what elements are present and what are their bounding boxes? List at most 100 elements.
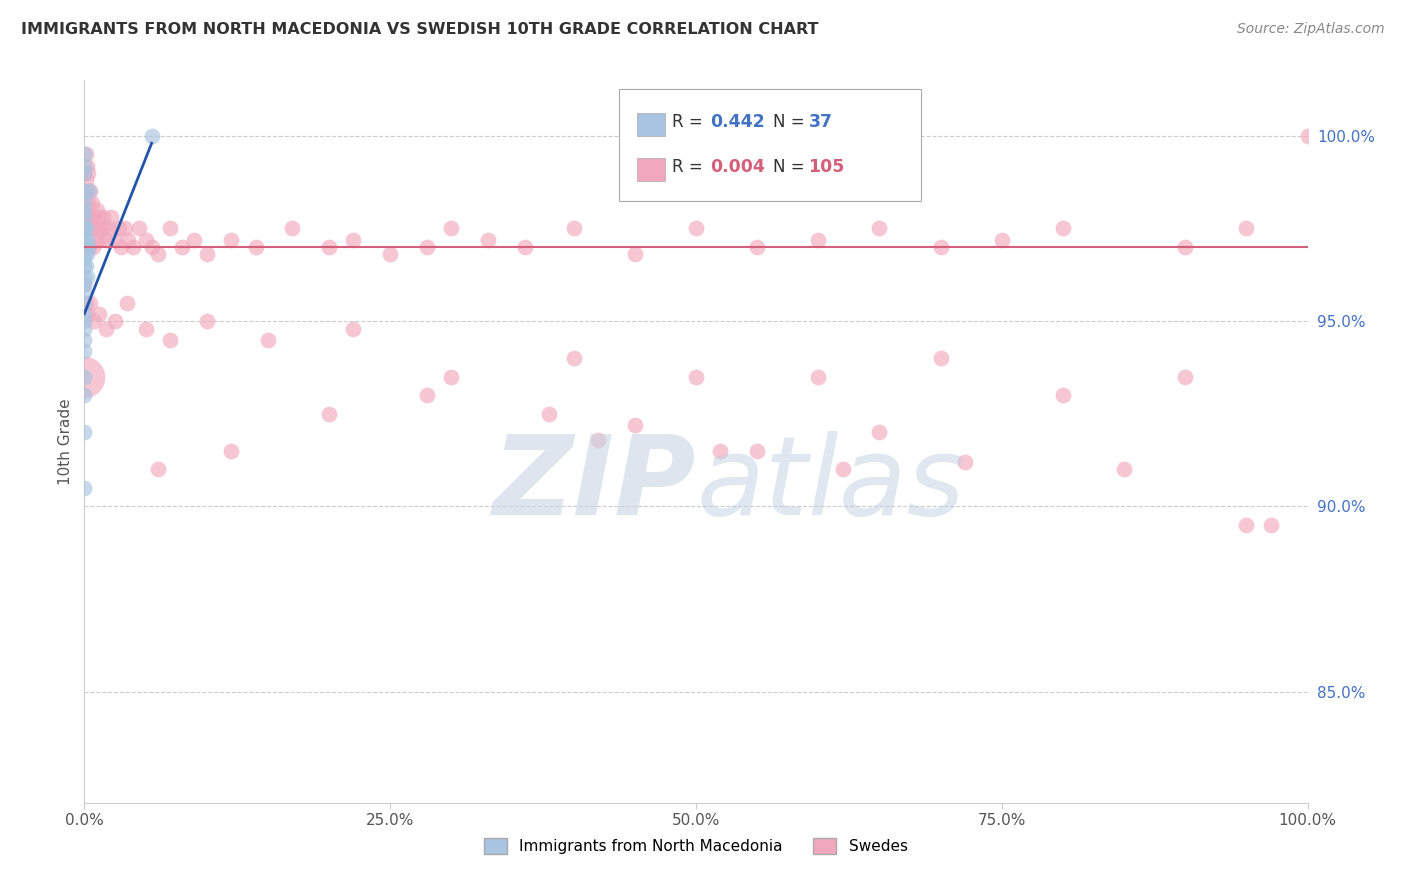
Text: IMMIGRANTS FROM NORTH MACEDONIA VS SWEDISH 10TH GRADE CORRELATION CHART: IMMIGRANTS FROM NORTH MACEDONIA VS SWEDI… (21, 22, 818, 37)
Point (77, 166, 100, 180)
Point (107, 221, 129, 235)
Point (586, 433, 609, 447)
Text: ZIP: ZIP (492, 432, 696, 539)
Point (76, 307, 98, 321)
Point (76, 185, 98, 199)
Point (747, 240, 769, 254)
Point (87, 211, 110, 225)
Point (79, 185, 101, 199)
Text: 105: 105 (808, 158, 845, 176)
Point (141, 240, 163, 254)
Point (73, 481, 96, 495)
Point (77, 240, 100, 254)
Point (1114, 462, 1136, 476)
Point (73, 369, 96, 384)
Point (991, 233, 1014, 247)
Point (73, 185, 96, 199)
Text: R =: R = (672, 113, 709, 131)
Point (77, 195, 100, 210)
Point (77, 240, 100, 254)
Text: R =: R = (672, 158, 709, 176)
Point (159, 221, 181, 235)
Text: Source: ZipAtlas.com: Source: ZipAtlas.com (1237, 22, 1385, 37)
Point (380, 247, 402, 261)
Point (75, 295, 97, 310)
Point (1236, 517, 1258, 532)
Point (195, 314, 218, 328)
Point (76, 159, 98, 173)
Point (73, 221, 96, 235)
Point (135, 233, 157, 247)
Point (73, 285, 96, 299)
Point (110, 240, 132, 254)
Point (172, 240, 194, 254)
Point (1236, 221, 1258, 235)
Point (73, 228, 96, 243)
Point (146, 247, 169, 261)
Point (104, 233, 127, 247)
Point (73, 233, 96, 247)
Point (807, 369, 830, 384)
Point (84, 221, 107, 235)
Y-axis label: 10th Grade: 10th Grade (58, 398, 73, 485)
Point (513, 240, 536, 254)
Point (90, 221, 112, 235)
Point (416, 388, 439, 402)
Point (1052, 388, 1074, 402)
Point (73, 333, 96, 347)
Point (440, 221, 463, 235)
Point (93, 221, 115, 235)
Point (75, 221, 97, 235)
Point (953, 455, 976, 469)
Text: 37: 37 (808, 113, 832, 131)
Point (73, 369, 96, 384)
Point (104, 314, 127, 328)
Point (141, 128, 163, 143)
Point (685, 369, 707, 384)
Point (342, 321, 364, 335)
Point (281, 221, 304, 235)
Point (75, 240, 97, 254)
Point (75, 202, 97, 217)
Point (146, 462, 169, 476)
Point (831, 462, 853, 476)
Point (477, 233, 499, 247)
Point (122, 240, 145, 254)
Point (929, 351, 952, 366)
Point (76, 221, 98, 235)
Point (538, 407, 561, 421)
Point (100, 211, 122, 225)
Point (73, 295, 96, 310)
Point (342, 233, 364, 247)
Point (1174, 369, 1197, 384)
Point (82, 240, 104, 254)
Text: N =: N = (773, 158, 810, 176)
Point (77, 185, 100, 199)
Point (159, 333, 181, 347)
Point (83, 314, 105, 328)
Point (80, 195, 103, 210)
Point (73, 202, 96, 217)
Point (86, 202, 108, 217)
Point (96, 321, 118, 335)
Text: 0.442: 0.442 (710, 113, 765, 131)
Point (257, 333, 280, 347)
Point (685, 221, 707, 235)
Point (219, 443, 242, 458)
Point (73, 343, 96, 358)
Point (73, 388, 96, 402)
Point (562, 351, 585, 366)
Point (73, 425, 96, 440)
Point (807, 233, 830, 247)
Point (624, 417, 647, 432)
Point (73, 321, 96, 335)
Point (115, 295, 138, 310)
Point (76, 269, 98, 284)
Point (73, 211, 96, 225)
Point (440, 369, 463, 384)
Point (219, 233, 242, 247)
Point (135, 321, 157, 335)
Point (1174, 240, 1197, 254)
Point (73, 251, 96, 265)
Point (87, 221, 110, 235)
